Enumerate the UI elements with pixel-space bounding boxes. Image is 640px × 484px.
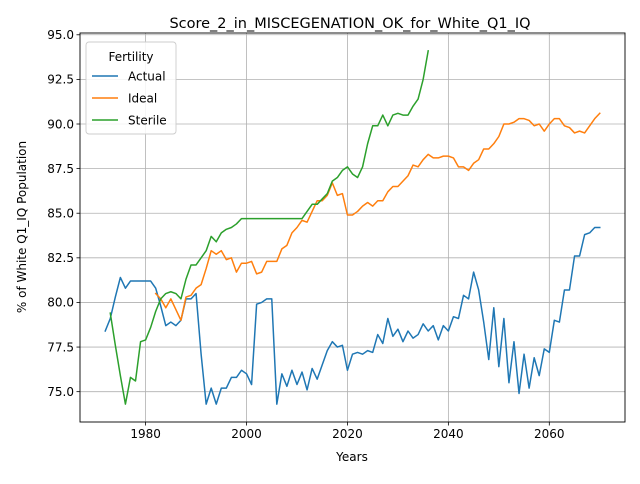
x-tick-label: 2060	[534, 427, 565, 441]
y-tick-label: 90.0	[47, 117, 74, 131]
legend-label-actual: Actual	[128, 69, 166, 83]
series-line-ideal	[154, 112, 601, 322]
grid-lines	[80, 33, 625, 422]
y-tick-label: 77.5	[47, 340, 74, 354]
x-tick-label: 2020	[332, 427, 363, 441]
y-tick-label: 87.5	[47, 162, 74, 176]
x-tick-label: 2000	[231, 427, 262, 441]
x-axis: 1980 2000 2020 2040 2060	[130, 422, 565, 441]
y-tick-label: 95.0	[47, 28, 74, 42]
legend-box	[85, 41, 177, 135]
legend-title: Fertility	[108, 50, 153, 64]
legend: Fertility Actual Ideal Sterile	[85, 41, 177, 135]
y-tick-label: 75.0	[47, 385, 74, 399]
series-line-actual	[104, 226, 601, 405]
y-tick-label: 80.0	[47, 296, 74, 310]
x-tick-label: 2040	[433, 427, 464, 441]
plot-frame	[79, 32, 626, 423]
legend-label-sterile: Sterile	[128, 113, 167, 127]
series-line-sterile	[109, 49, 430, 405]
x-tick-label: 1980	[130, 427, 161, 441]
legend-entries: Actual Ideal Sterile	[92, 69, 167, 127]
y-tick-label: 82.5	[47, 251, 74, 265]
chart-title: Score_2_in_MISCEGENATION_OK_for_White_Q1…	[169, 16, 530, 32]
legend-label-ideal: Ideal	[128, 91, 157, 105]
y-tick-label: 92.5	[47, 73, 74, 87]
y-axis-label: % of White Q1_IQ Population	[15, 141, 29, 313]
y-axis: 75.0 77.5 80.0 82.5 85.0 87.5 90.0 92.5 95.0	[47, 28, 80, 399]
x-axis-label: Years	[335, 450, 368, 464]
series-layer	[104, 49, 601, 405]
y-tick-label: 85.0	[47, 207, 74, 221]
